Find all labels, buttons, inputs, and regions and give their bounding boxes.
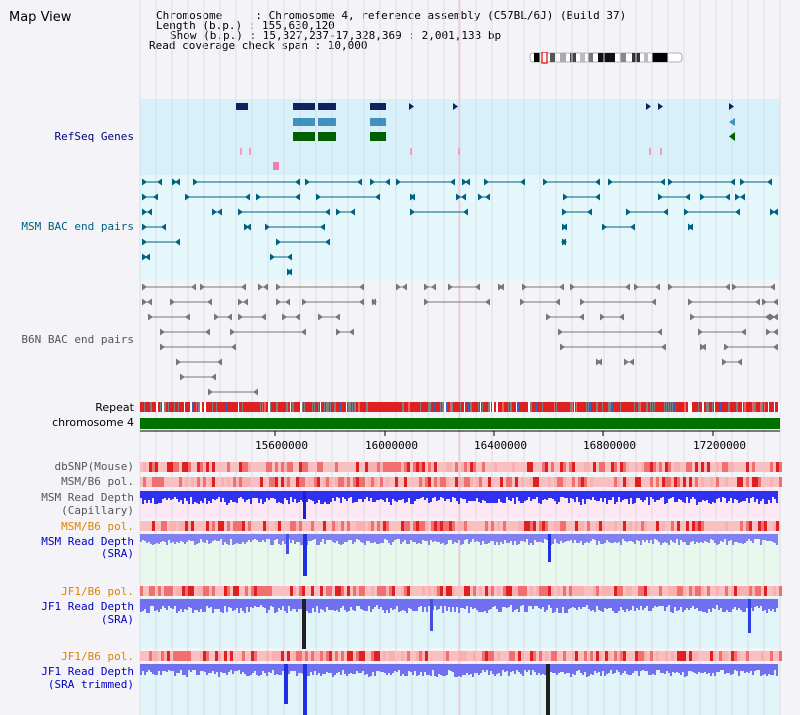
chromosome-label: chromosome 4 — [52, 416, 134, 429]
msm-bac-label[interactable]: MSM BAC end pairs — [21, 220, 134, 233]
msm-b6-pol-label-2: MSM/B6 pol. — [61, 520, 134, 533]
jf1-b6-pol-label: JF1/B6 pol. — [61, 585, 134, 598]
b6n-bac-label[interactable]: B6N BAC end pairs — [21, 333, 134, 346]
msm-bac-features[interactable] — [142, 178, 778, 276]
msm-b6-pol-label: MSM/B6 pol. — [61, 475, 134, 488]
repeat-bar[interactable] — [140, 402, 780, 412]
msm-sra-depth-sub: (SRA) — [100, 547, 134, 560]
msm-cap-depth-sub: (Capillary) — [61, 504, 134, 517]
jf1-sra-depth-label: JF1 Read Depth — [41, 600, 134, 613]
axis-tick-label: 16400000 — [474, 439, 527, 452]
jf1-b6-pol-label-2: JF1/B6 pol. — [61, 650, 134, 663]
dbsnp-label: dbSNP(Mouse) — [54, 460, 134, 473]
msm-sra-depth-label: MSM Read Depth — [41, 535, 134, 548]
refseq-features[interactable] — [236, 103, 735, 170]
msm-cap-depth-label: MSM Read Depth — [41, 491, 134, 504]
msm-capillary-depth[interactable] — [140, 491, 778, 519]
jf1-trim-depth[interactable] — [140, 664, 778, 715]
msm-sra-depth[interactable] — [140, 534, 778, 576]
jf1-trim-depth-sub: (SRA trimmed) — [47, 678, 134, 691]
jf1-sra-depth[interactable] — [140, 599, 778, 649]
jf1-trim-depth-label: JF1 Read Depth — [41, 665, 134, 678]
b6n-bac-features[interactable] — [142, 283, 778, 396]
jf1-sra-depth-sub: (SRA) — [100, 613, 134, 626]
msm-b6-pol-heatbar[interactable] — [140, 477, 782, 487]
refseq-genes-label[interactable]: RefSeq Genes — [54, 130, 134, 143]
jf1-b6-pol-heatbar-2[interactable] — [140, 651, 782, 661]
msm-b6-pol-heatbar-2[interactable] — [140, 521, 780, 531]
map-view-title: Map View — [9, 10, 72, 25]
axis-tick-label: 15600000 — [255, 439, 308, 452]
jf1-b6-pol-heatbar[interactable] — [140, 586, 782, 596]
axis-tick-label: 17200000 — [693, 439, 746, 452]
axis-tick-label: 16800000 — [583, 439, 636, 452]
axis-tick-label: 16000000 — [365, 439, 418, 452]
repeat-label: Repeat — [95, 401, 134, 414]
chromosome-bar[interactable] — [140, 418, 780, 429]
dbsnp-heatbar[interactable] — [140, 462, 782, 472]
